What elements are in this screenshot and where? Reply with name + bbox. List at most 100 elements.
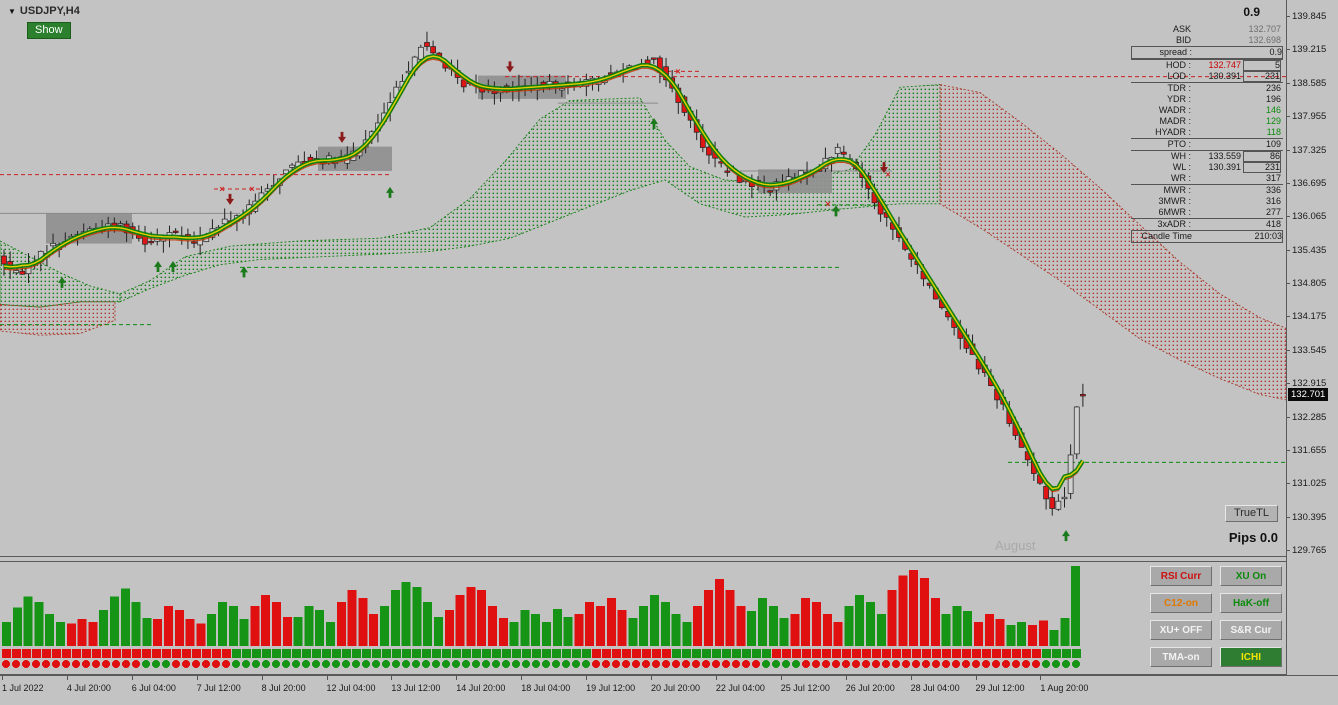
info-row-spread: spread :0.9	[1131, 46, 1283, 59]
indicator-buttons: RSI Curr XU On C12-on HaK-off XU+ OFF S&R Cur…	[1150, 566, 1282, 667]
up-arrow-icon	[58, 276, 66, 288]
indicator-panel: RSI Curr XU On C12-on HaK-off XU+ OFF S&R Cur…	[0, 561, 1286, 675]
x-mark-icon: ×	[249, 184, 254, 194]
price-tick	[1287, 182, 1290, 184]
time-label: 29 Jul 12:00	[975, 683, 1025, 693]
time-label: 28 Jul 04:00	[910, 683, 960, 693]
time-label: 8 Jul 20:00	[261, 683, 306, 693]
price-label: 136.695	[1292, 177, 1327, 189]
ichimoku-cloud	[0, 84, 1286, 401]
time-tick	[910, 676, 912, 680]
button-tma-on[interactable]: TMA-on	[1150, 647, 1212, 667]
time-tick	[586, 676, 588, 680]
symbol-text: USDJPY,H4	[19, 5, 80, 17]
time-label: 12 Jul 04:00	[326, 683, 376, 693]
price-label: 137.325	[1292, 144, 1327, 156]
x-mark-icon: ×	[675, 66, 680, 76]
time-tick	[715, 676, 717, 680]
button-hak-off[interactable]: HaK-off	[1220, 593, 1282, 613]
up-arrow-icon	[153, 261, 162, 273]
up-arrow-icon	[239, 266, 248, 278]
down-arrow-icon	[880, 162, 888, 174]
button-ichi[interactable]: ICHI	[1220, 647, 1282, 667]
time-tick	[66, 676, 68, 680]
info-row-ask: ASK 132.707	[1172, 24, 1281, 34]
dropdown-arrow-icon: ▼	[8, 6, 16, 16]
truetl-button[interactable]: TrueTL	[1224, 505, 1278, 522]
time-tick	[975, 676, 977, 680]
time-label: 1 Aug 20:00	[1040, 683, 1089, 693]
button-s-r-cur[interactable]: S&R Cur	[1220, 620, 1282, 640]
info-row-3xadr: 3xADR :418	[1131, 218, 1283, 230]
price-label: 131.655	[1292, 444, 1327, 456]
price-label: 136.065	[1292, 211, 1327, 223]
price-tick	[1287, 116, 1290, 118]
symbol-selector[interactable]: ▼ USDJPY,H4	[8, 5, 80, 17]
up-arrow-icon	[650, 117, 658, 129]
time-label: 1 Jul 2022	[2, 683, 44, 693]
time-tick	[326, 676, 328, 680]
price-label: 133.545	[1292, 344, 1327, 356]
price-tick	[1287, 249, 1290, 251]
time-tick	[196, 676, 198, 680]
price-tick	[1287, 449, 1290, 451]
button-xu-off[interactable]: XU+ OFF	[1150, 620, 1212, 640]
price-tick	[1287, 383, 1290, 385]
price-tick	[1287, 483, 1290, 485]
time-label: 14 Jul 20:00	[456, 683, 506, 693]
price-label: 135.435	[1292, 244, 1327, 256]
info-row-6mwr: 6MWR :277	[1158, 207, 1282, 217]
info-row-candle-time: Candle Time 210:03	[1131, 230, 1283, 243]
time-tick	[1040, 676, 1042, 680]
time-axis: 1 Jul 2022 4 Jul 20:00 6 Jul 04:00 7 Jul 12…	[0, 675, 1338, 705]
button-rsi-curr[interactable]: RSI Curr	[1150, 566, 1212, 586]
button-c12-on[interactable]: C12-on	[1150, 593, 1212, 613]
down-arrow-icon	[226, 193, 235, 205]
up-arrow-icon	[168, 261, 177, 273]
info-row-wr: WR :317	[1171, 173, 1281, 183]
histogram-bars	[2, 566, 1081, 646]
time-tick	[456, 676, 458, 680]
time-label: 25 Jul 12:00	[780, 683, 830, 693]
spread-display: 0.9	[1243, 5, 1260, 19]
consolidation-boxes	[46, 75, 832, 244]
price-axis: 132.701 139.845 139.215 138.585 137.955 137.…	[1286, 0, 1338, 675]
down-arrow-icon	[506, 61, 514, 73]
x-mark-icon: ×	[885, 170, 890, 180]
x-mark-icon: ×	[219, 184, 224, 194]
show-button[interactable]: Show	[27, 22, 71, 39]
price-label: 129.765	[1292, 545, 1327, 556]
info-row-lod: LOD :130.391 231	[1167, 71, 1281, 82]
time-tick	[780, 676, 782, 680]
signal-squares-strip	[2, 649, 1081, 658]
signal-dots-strip	[2, 660, 1080, 668]
signal-arrows: × × × × ×	[58, 61, 1070, 542]
time-label: 20 Jul 20:00	[651, 683, 701, 693]
month-watermark: August	[995, 538, 1036, 553]
info-row-wl: WL :130.391 231	[1172, 162, 1281, 173]
info-row-tdr: TDR :236	[1131, 82, 1283, 94]
down-arrow-icon	[338, 131, 346, 143]
button-xu-on[interactable]: XU On	[1220, 566, 1282, 586]
price-tick	[1287, 316, 1290, 318]
price-label: 139.845	[1292, 11, 1327, 22]
price-label: 138.585	[1292, 77, 1327, 89]
up-arrow-icon	[386, 186, 394, 198]
price-tick	[1287, 216, 1290, 218]
info-row-mwr: MWR :336	[1131, 184, 1283, 196]
info-row-madr: MADR :129	[1159, 116, 1282, 126]
time-label: 18 Jul 04:00	[521, 683, 571, 693]
price-label: 137.955	[1292, 111, 1327, 123]
ma-ribbon	[3, 53, 1085, 493]
time-label: 6 Jul 04:00	[131, 683, 176, 693]
price-tick	[1287, 416, 1290, 418]
info-panel: ASK 132.707 BID 132.698 spread :0.9 HOD :132.…	[1131, 24, 1283, 243]
price-label: 131.025	[1292, 478, 1327, 490]
up-arrow-icon	[1062, 530, 1070, 542]
price-tick	[1287, 283, 1290, 284]
time-label: 19 Jul 12:00	[586, 683, 636, 693]
price-tick	[1287, 349, 1290, 351]
price-tick	[1287, 16, 1290, 17]
time-tick	[521, 676, 523, 680]
price-label: 132.915	[1292, 378, 1327, 390]
